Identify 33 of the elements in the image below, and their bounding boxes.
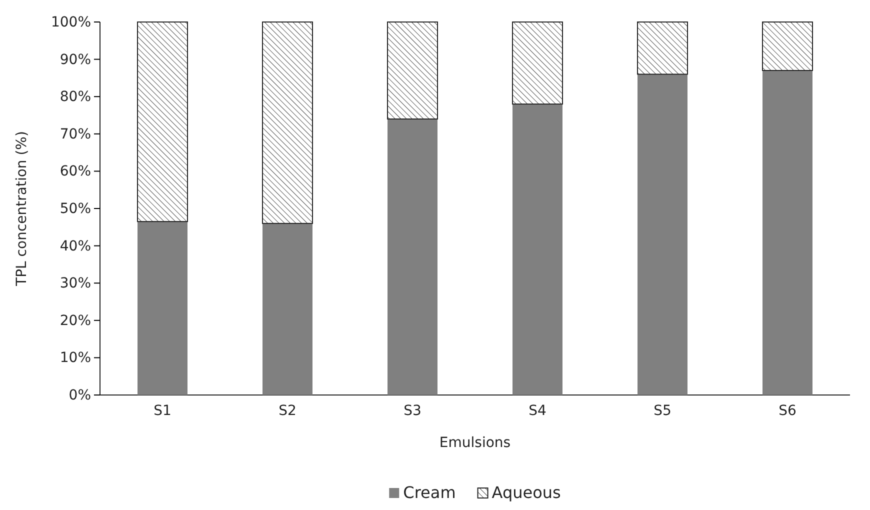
y-tick-label: 90% — [60, 52, 91, 68]
bar — [262, 223, 312, 395]
bar — [762, 70, 812, 395]
x-tick-label: S5 — [654, 402, 672, 419]
y-tick-label: 30% — [60, 276, 91, 292]
y-tick-label: 0% — [68, 387, 91, 404]
bar — [388, 118, 438, 395]
y-tick-label: 50% — [60, 200, 91, 217]
bar — [637, 22, 688, 75]
y-tick-label: 100% — [50, 14, 91, 30]
x-tick-label: S6 — [778, 402, 796, 419]
y-tick-label: 40% — [60, 238, 91, 254]
legend-label: Aqueous — [492, 483, 561, 502]
y-axis-title: TPL concentration (%) — [14, 131, 30, 287]
y-tick-label: 80% — [60, 89, 91, 106]
bar — [387, 22, 438, 120]
y-tick-label: 20% — [60, 312, 91, 329]
y-tick-label: 10% — [60, 350, 91, 366]
bar — [512, 104, 562, 395]
y-tick-label: 70% — [60, 126, 91, 142]
bar — [137, 22, 188, 222]
x-tick-label: S3 — [404, 402, 422, 419]
x-tick-label: S2 — [278, 402, 296, 419]
bar — [262, 22, 313, 224]
bar — [762, 22, 813, 71]
legend-label: Cream — [403, 483, 456, 502]
x-tick-label: S4 — [528, 402, 546, 419]
x-tick-label: S1 — [154, 402, 172, 419]
bar — [138, 222, 188, 395]
x-axis-title: Emulsions — [439, 435, 511, 451]
y-tick-label: 60% — [60, 164, 91, 180]
bar — [638, 74, 688, 395]
bar — [512, 22, 563, 105]
